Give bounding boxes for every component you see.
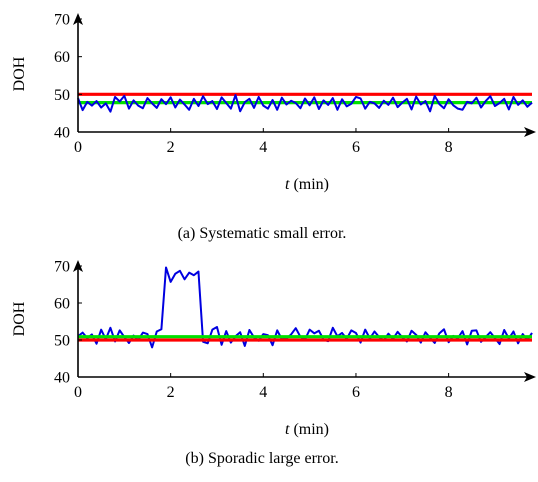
y-axis-label-a: DOH bbox=[11, 56, 28, 91]
y-tick-label-b: 50 bbox=[54, 333, 70, 350]
x-axis-label-b: t (min) bbox=[285, 421, 329, 438]
plot-a-marks bbox=[77, 92, 533, 113]
x-tick-label-a: 4 bbox=[259, 139, 267, 156]
panel-b: 0 2 4 6 8 40 50 60 70 DOH t (min) (b) Sporadic l… bbox=[11, 259, 536, 467]
x-tick-label-b: 2 bbox=[167, 384, 175, 401]
axes-b bbox=[73, 260, 536, 382]
series-line-a-2 bbox=[77, 94, 533, 113]
x-tick-label-a: 8 bbox=[445, 139, 453, 156]
panel-a: 0 2 4 6 8 40 50 60 70 DOH t (min) (a) Systematic… bbox=[11, 12, 536, 242]
y-tick-label-b: 60 bbox=[54, 296, 70, 313]
x-tick-label-a: 6 bbox=[352, 139, 360, 156]
y-tick-label-a: 60 bbox=[54, 49, 70, 66]
x-tick-label-a: 2 bbox=[167, 139, 175, 156]
y-tick-label-b: 40 bbox=[54, 370, 70, 387]
caption-a: (a) Systematic small error. bbox=[178, 225, 347, 242]
y-tick-label-a: 50 bbox=[54, 87, 70, 104]
y-tick-label-a: 70 bbox=[54, 12, 70, 29]
y-axis-label-b: DOH bbox=[11, 301, 28, 336]
y-tick-label-a: 40 bbox=[54, 125, 70, 142]
x-axis-label-a: t (min) bbox=[285, 176, 329, 193]
x-axis-arrowhead-b bbox=[524, 372, 536, 382]
x-axis-arrowhead-a bbox=[524, 127, 536, 137]
ticks-a: 0 2 4 6 8 40 50 60 70 bbox=[54, 12, 453, 157]
plot-b-marks bbox=[77, 266, 533, 349]
x-tick-label-b: 4 bbox=[259, 384, 267, 401]
x-tick-label-b: 8 bbox=[445, 384, 453, 401]
axes-a bbox=[73, 13, 536, 137]
ticks-b: 0 2 4 6 8 40 50 60 70 bbox=[54, 259, 453, 402]
x-tick-label-b: 6 bbox=[352, 384, 360, 401]
x-tick-label-a: 0 bbox=[74, 139, 82, 156]
x-tick-label-b: 0 bbox=[74, 384, 82, 401]
y-tick-label-b: 70 bbox=[54, 259, 70, 276]
caption-b: (b) Sporadic large error. bbox=[185, 450, 338, 467]
